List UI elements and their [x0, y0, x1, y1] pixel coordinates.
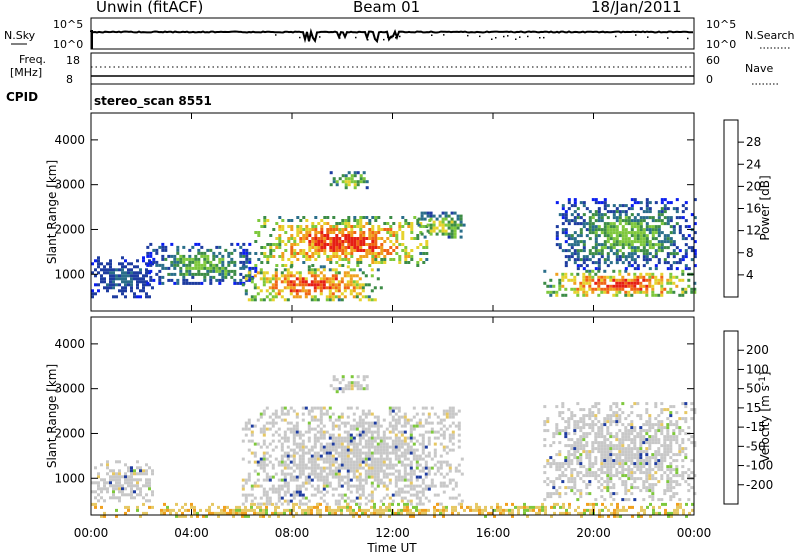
colorbar-tick-label: 12: [746, 224, 761, 238]
velocity-echoes: [91, 375, 697, 518]
nave-tick-top: 60: [706, 54, 720, 67]
noise-panel: N.Sky 10^5 10^0 10^5 10^0 N.Search: [4, 17, 795, 51]
freq-tick-top: 18: [66, 54, 80, 67]
date-title: 18/Jan/2011: [591, 0, 682, 16]
x-tick-label: 04:00: [174, 526, 209, 540]
colorbar-tick-label: 8: [746, 246, 754, 260]
noise-left-tick-top: 10^5: [53, 18, 83, 31]
colorbar-tick-label: 200: [746, 343, 769, 357]
cpid-label: CPID: [6, 90, 38, 104]
y-tick-label: 2000: [54, 222, 85, 236]
colorbar-tick-label: -200: [746, 478, 773, 492]
y-tick-label: 3000: [54, 382, 85, 396]
y-tick-label: 4000: [54, 337, 85, 351]
freq-label-2: [MHz]: [10, 66, 42, 79]
colorbar-tick-label: 28: [746, 135, 761, 149]
y-tick-label: 2000: [54, 426, 85, 440]
y-tick-label: 1000: [54, 471, 85, 485]
velocity-colorbar: 200 100 50 15 -15 -50 -100 -200 Velocity [m s-1…: [723, 330, 773, 505]
x-tick-label: 00:00: [677, 526, 712, 540]
freq-panel: Freq. [MHz] 18 8 60 0 Nave: [10, 52, 778, 86]
x-tick-label: 12:00: [375, 526, 410, 540]
colorbar-tick-label: 20: [746, 179, 761, 193]
nave-tick-bottom: 0: [706, 73, 713, 86]
noise-trace: [90, 27, 693, 49]
cpid-panel: CPID stereo_scan 8551: [6, 84, 212, 110]
power-y-ticks: 1000 2000 3000 4000: [54, 133, 694, 281]
colorbar-tick-label: 4: [746, 268, 754, 282]
velocity-y-ticks: 1000 2000 3000 4000: [54, 337, 694, 485]
freq-tick-bottom: 8: [66, 73, 73, 86]
colorbar-tick-label: -100: [746, 459, 773, 473]
freq-label-1: Freq.: [19, 53, 46, 66]
power-echoes: [91, 171, 697, 302]
noise-left-label: N.Sky: [4, 29, 36, 42]
power-colorbar: 4 8 12 16 20 24 28 Power [dB]: [723, 119, 772, 298]
noise-right-label: N.Search: [745, 29, 795, 42]
velocity-colorbar-label: Velocity [m s-1]: [758, 372, 772, 463]
beam-title: Beam 01: [353, 0, 421, 16]
nave-label: Nave: [745, 62, 773, 75]
colorbar-tick-label: 24: [746, 157, 761, 171]
colorbar-tick-label: -50: [746, 439, 766, 453]
noise-left-tick-bottom: 10^0: [53, 38, 83, 51]
x-axis-label: Time UT: [366, 541, 417, 554]
noise-right-tick-bottom: 10^0: [706, 38, 736, 51]
station-title: Unwin (fitACF): [96, 0, 204, 16]
x-axis-ticks: 00:00 04:00 08:00 12:00 16:00 20:00 00:00: [74, 113, 712, 540]
cpid-value: stereo_scan 8551: [94, 94, 212, 109]
colorbar-tick-label: 50: [746, 382, 761, 396]
x-tick-label: 20:00: [576, 526, 611, 540]
colorbar-tick-label: 100: [746, 362, 769, 376]
y-tick-label: 1000: [54, 267, 85, 281]
y-tick-label: 3000: [54, 178, 85, 192]
colorbar-tick-label: -15: [746, 420, 766, 434]
power-ylabel: Slant Range [km]: [45, 160, 59, 264]
y-tick-label: 4000: [54, 133, 85, 147]
x-tick-label: 00:00: [74, 526, 109, 540]
colorbar-tick-label: 15: [746, 401, 761, 415]
colorbar-tick-label: 16: [746, 202, 761, 216]
power-colorbar-label: Power [dB]: [758, 175, 772, 240]
velocity-ylabel: Slant Range [km]: [45, 364, 59, 468]
noise-right-tick-top: 10^5: [706, 18, 736, 31]
power-panel: 1000 2000 3000 4000 Slant Range [km]: [45, 112, 697, 312]
velocity-panel: 1000 2000 3000 4000 Slant Range [km]: [45, 316, 697, 518]
x-tick-label: 16:00: [476, 526, 511, 540]
x-tick-label: 08:00: [275, 526, 310, 540]
